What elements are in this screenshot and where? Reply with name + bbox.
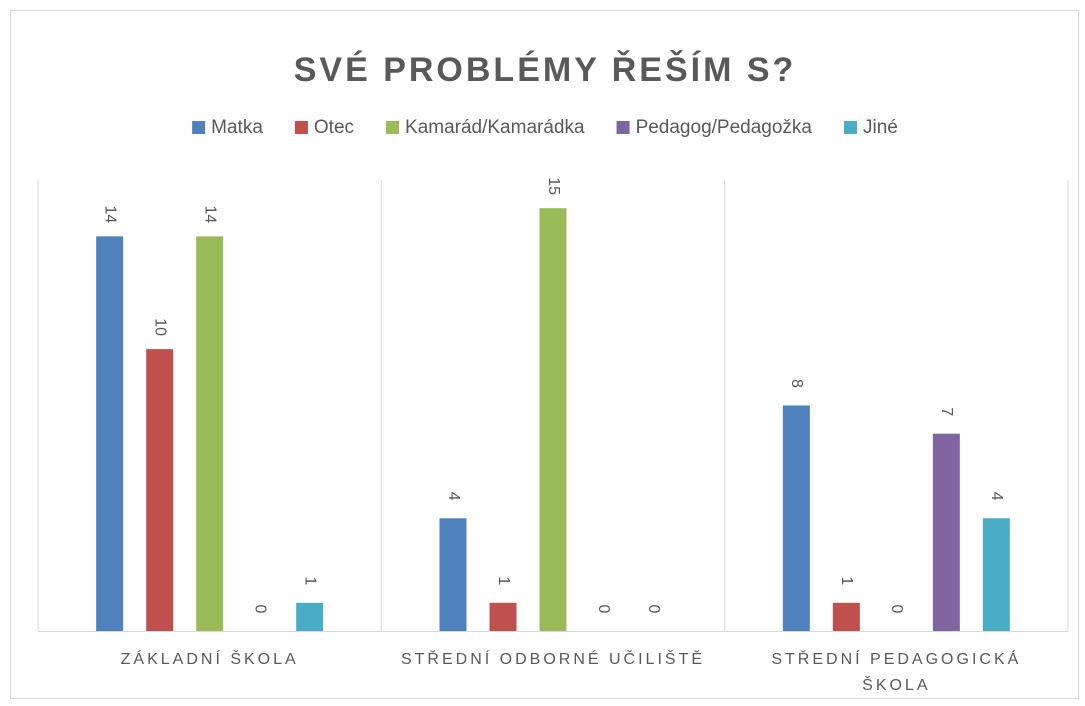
- bar: [932, 433, 960, 631]
- x-tick-label: STŘEDNÍ ODBORNÉ UČILIŠTĚ: [401, 649, 705, 668]
- x-tick-label: STŘEDNÍ PEDAGOGICKÁ ŠKOLA: [771, 649, 1021, 694]
- data-label: 4: [988, 492, 1005, 501]
- legend-label: Pedagog/Pedagožka: [636, 117, 813, 138]
- legend-swatch: [616, 121, 630, 134]
- bar: [539, 208, 567, 631]
- bar: [782, 405, 810, 631]
- data-label: 0: [251, 605, 268, 614]
- legend-label: Kamarád/Kamarádka: [405, 117, 585, 138]
- data-label: 1: [838, 576, 855, 585]
- chart-title: SVÉ PROBLÉMY ŘEŠÍM S?: [294, 50, 797, 89]
- data-label: 10: [151, 318, 168, 336]
- legend-label: Otec: [314, 117, 354, 138]
- data-label: 14: [101, 205, 118, 223]
- bar: [982, 518, 1010, 631]
- data-label: 1: [495, 576, 512, 585]
- data-label: 0: [595, 605, 612, 614]
- data-label: 14: [201, 205, 218, 223]
- legend-label: Jiné: [863, 117, 898, 138]
- bar: [489, 602, 517, 631]
- legend-swatch: [294, 121, 308, 134]
- data-label: 0: [645, 605, 662, 614]
- legend-swatch: [844, 121, 857, 134]
- legend-swatch: [192, 121, 206, 134]
- data-label: 15: [545, 177, 562, 195]
- bar: [296, 602, 324, 631]
- bar: [146, 349, 174, 631]
- data-label: 7: [938, 407, 955, 416]
- data-label: 0: [888, 605, 905, 614]
- data-label: 8: [788, 379, 805, 388]
- bar: [96, 236, 124, 631]
- legend-swatch: [386, 121, 400, 134]
- data-label: 1: [301, 576, 318, 585]
- x-tick-label: ZÁKLADNÍ ŠKOLA: [121, 649, 299, 668]
- bar: [196, 236, 224, 631]
- legend-label: Matka: [211, 117, 263, 138]
- bar: [439, 518, 467, 631]
- bar: [832, 602, 860, 631]
- data-label: 4: [445, 492, 462, 501]
